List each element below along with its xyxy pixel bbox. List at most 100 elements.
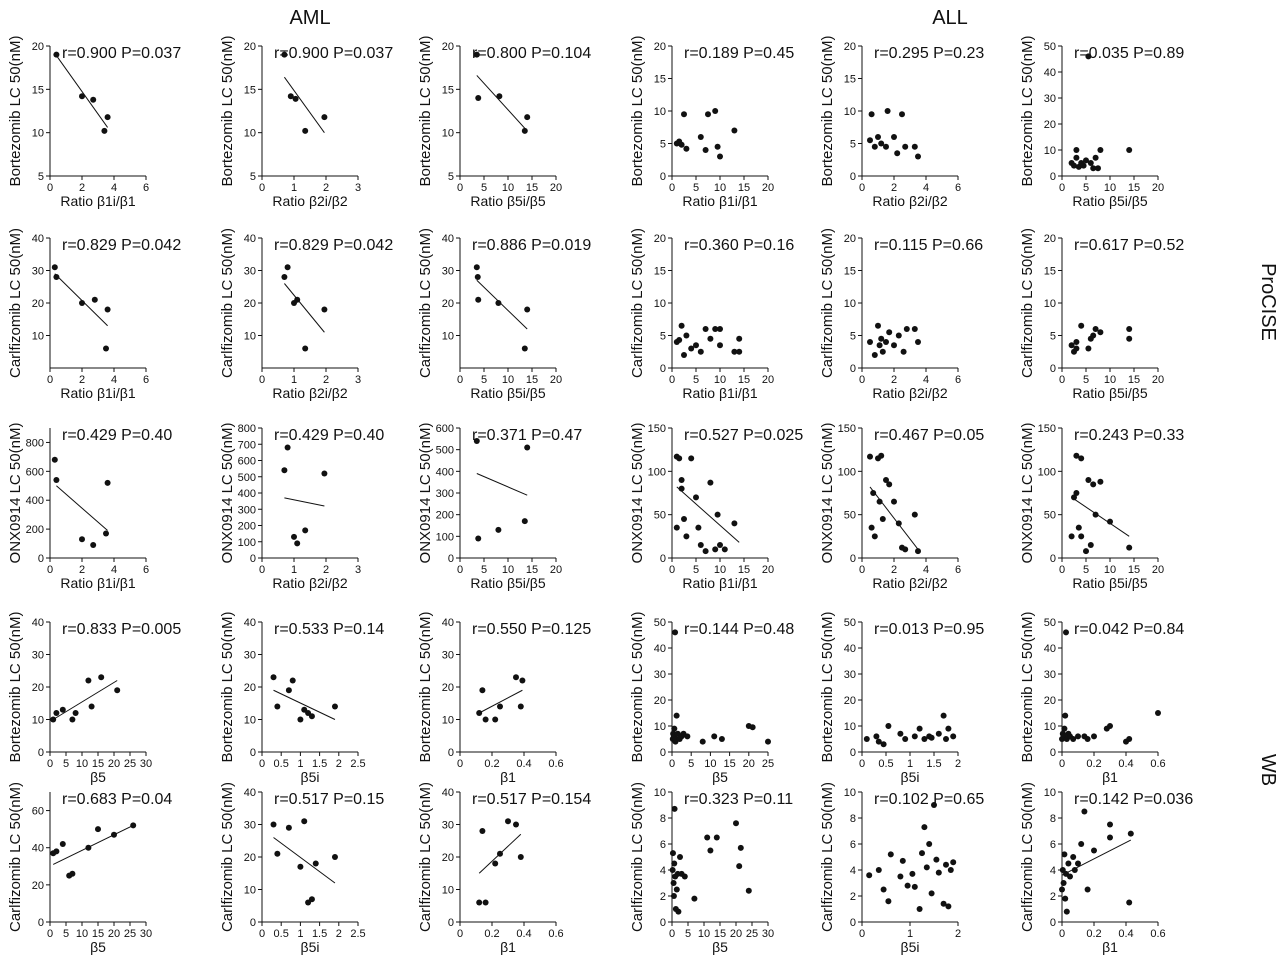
y-tick-label: 0 bbox=[660, 171, 666, 183]
y-axis-label: Carlfizomib LC 50(nM) bbox=[7, 782, 24, 932]
x-tick-label: 5 bbox=[693, 564, 699, 576]
y-tick-label: 10 bbox=[1044, 787, 1056, 799]
data-point bbox=[473, 264, 480, 271]
data-point bbox=[868, 111, 875, 118]
x-tick-label: 20 bbox=[108, 928, 120, 940]
y-tick-label: 10 bbox=[32, 128, 44, 140]
regression-line bbox=[476, 279, 528, 330]
y-tick-label: 0 bbox=[850, 917, 856, 929]
data-point bbox=[1063, 908, 1070, 915]
data-point bbox=[945, 903, 952, 910]
x-tick-label: 1 bbox=[297, 928, 303, 940]
correlation-stat: r=0.533 P=0.14 bbox=[274, 621, 384, 638]
x-tick-label: 15 bbox=[92, 758, 104, 770]
y-axis-label: Bortezomib LC 50(nM) bbox=[219, 612, 236, 763]
y-tick-label: 0 bbox=[38, 917, 44, 929]
group-label-all: ALL bbox=[932, 7, 968, 29]
data-point bbox=[1091, 733, 1097, 740]
x-tick-label: 2 bbox=[891, 564, 897, 576]
correlation-stat: r=0.527 P=0.025 bbox=[684, 427, 803, 444]
data-point bbox=[281, 274, 288, 280]
y-tick-label: 2 bbox=[1050, 891, 1056, 903]
y-axis-label: Carlfizomib LC 50(nM) bbox=[819, 228, 836, 378]
data-point bbox=[302, 345, 309, 352]
data-point bbox=[673, 886, 680, 893]
y-axis-label: Bortezomib LC 50(nM) bbox=[629, 612, 646, 763]
y-tick-label: 10 bbox=[32, 715, 44, 727]
x-tick-label: 15 bbox=[714, 928, 726, 940]
data-point bbox=[1075, 524, 1082, 531]
data-point bbox=[866, 872, 873, 879]
x-tick-label: 2.5 bbox=[350, 928, 365, 940]
y-tick-label: 40 bbox=[32, 617, 44, 629]
data-point bbox=[902, 736, 909, 742]
y-tick-label: 40 bbox=[244, 617, 256, 629]
x-tick-label: 5 bbox=[63, 928, 69, 940]
y-tick-label: 100 bbox=[436, 531, 454, 543]
scatter-panel-26: 0 10 20 30 40 0 0.5 1 1.5 2 2.5 Carlfizomib LC 50(n… bbox=[219, 782, 384, 955]
data-point bbox=[1062, 712, 1069, 719]
y-tick-label: 5 bbox=[660, 331, 666, 343]
correlation-stat: r=0.550 P=0.125 bbox=[472, 621, 591, 638]
data-point bbox=[1083, 548, 1089, 555]
y-tick-label: 10 bbox=[654, 787, 666, 799]
y-tick-label: 0 bbox=[660, 553, 666, 565]
data-point bbox=[702, 548, 709, 555]
data-point bbox=[926, 841, 933, 847]
data-point bbox=[1083, 157, 1089, 164]
x-tick-label: 6 bbox=[955, 182, 961, 194]
x-tick-label: 20 bbox=[550, 182, 562, 194]
x-axis-label: β5i bbox=[901, 769, 920, 785]
data-point bbox=[887, 851, 894, 858]
data-point bbox=[517, 854, 524, 860]
data-point bbox=[712, 546, 719, 553]
data-point bbox=[871, 533, 878, 540]
data-point bbox=[98, 674, 105, 681]
data-point bbox=[673, 524, 680, 531]
data-point bbox=[475, 296, 482, 303]
x-tick-label: 2.5 bbox=[350, 758, 365, 770]
data-point bbox=[1087, 542, 1094, 548]
data-point bbox=[712, 326, 719, 332]
x-axis-label: β5i bbox=[301, 939, 320, 955]
regression-line bbox=[273, 837, 336, 884]
x-tick-label: 2 bbox=[323, 182, 329, 194]
x-tick-label: 10 bbox=[704, 758, 716, 770]
data-point bbox=[1107, 821, 1113, 828]
y-tick-label: 40 bbox=[244, 787, 256, 799]
data-point bbox=[1070, 736, 1077, 742]
x-tick-label: 0 bbox=[669, 182, 675, 194]
x-tick-label: 0 bbox=[669, 928, 675, 940]
data-point bbox=[875, 738, 882, 745]
y-tick-label: 40 bbox=[442, 787, 454, 799]
data-point bbox=[878, 452, 885, 459]
regression-line bbox=[284, 497, 325, 507]
x-axis-label: Ratio β2i/β2 bbox=[272, 193, 347, 209]
data-point bbox=[886, 329, 893, 336]
data-point bbox=[513, 674, 519, 681]
data-point bbox=[1075, 733, 1081, 740]
data-point bbox=[897, 873, 904, 880]
x-tick-label: 1 bbox=[291, 182, 297, 194]
data-point bbox=[923, 864, 930, 871]
x-tick-label: 0 bbox=[259, 758, 265, 770]
data-point bbox=[736, 335, 743, 342]
data-point bbox=[1078, 455, 1085, 462]
data-point bbox=[69, 716, 76, 723]
correlation-stat: r=0.429 P=0.40 bbox=[274, 427, 384, 444]
data-point bbox=[707, 335, 714, 342]
x-tick-label: 3 bbox=[355, 564, 361, 576]
data-point bbox=[945, 725, 952, 732]
data-point bbox=[683, 145, 690, 152]
data-point bbox=[916, 725, 923, 732]
y-tick-label: 5 bbox=[250, 171, 256, 183]
x-tick-label: 15 bbox=[1128, 564, 1140, 576]
x-axis-label: Ratio β1i/β1 bbox=[682, 193, 757, 209]
x-tick-label: 0.6 bbox=[548, 928, 563, 940]
data-point bbox=[863, 736, 870, 742]
data-point bbox=[285, 687, 292, 694]
data-point bbox=[711, 733, 718, 740]
data-point bbox=[878, 140, 885, 147]
x-tick-label: 30 bbox=[140, 928, 152, 940]
